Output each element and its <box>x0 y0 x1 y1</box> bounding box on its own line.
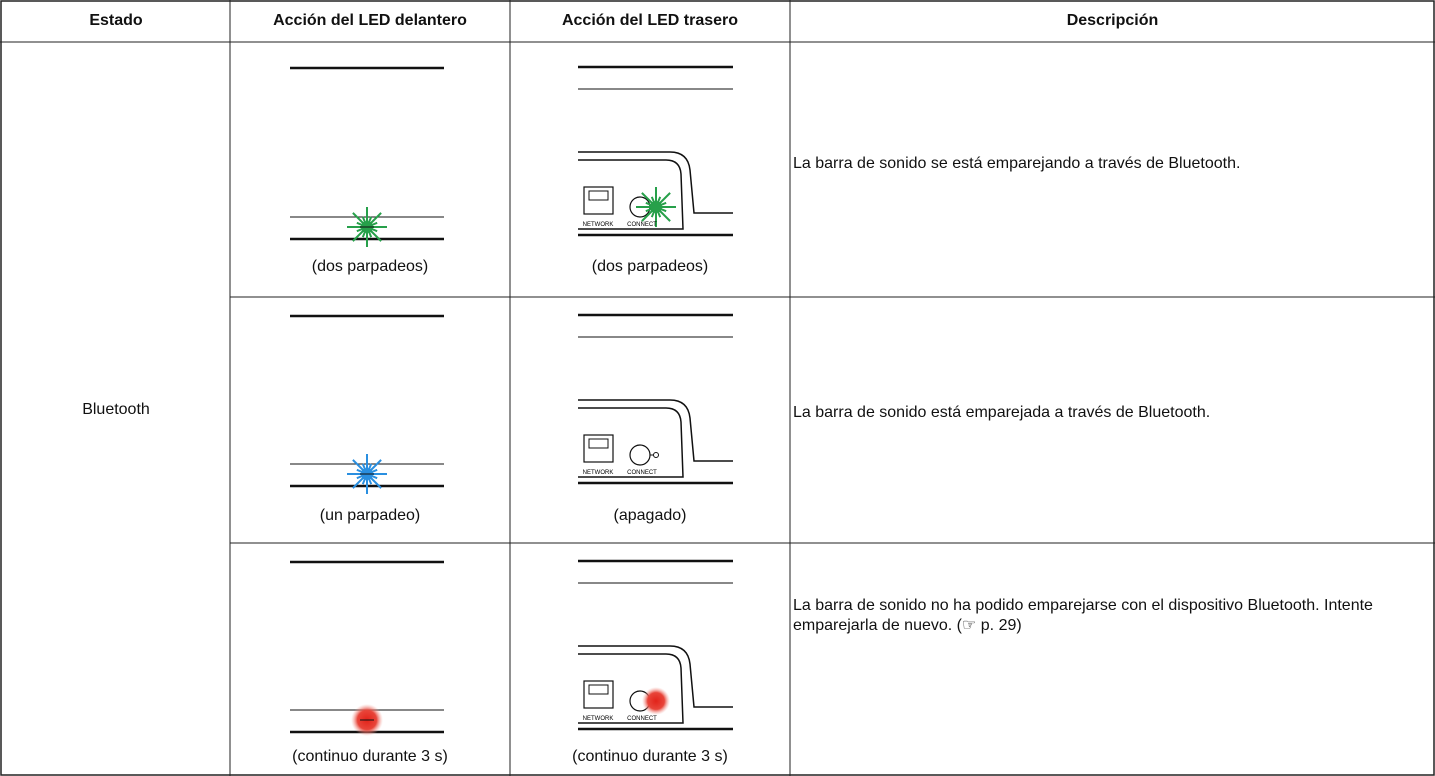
device-label: NETWORK <box>583 716 614 722</box>
device-outline <box>578 645 733 724</box>
device-label: NETWORK <box>583 470 614 476</box>
front-caption: (dos parpadeos) <box>311 258 429 275</box>
header-cell: Acción del LED delantero <box>273 12 467 29</box>
front-caption: (continuo durante 3 s) <box>292 748 448 765</box>
network-port-inner <box>588 684 609 695</box>
rear-caption: (dos parpadeos) <box>591 258 709 275</box>
network-port-inner <box>588 438 609 449</box>
description: La barra de sonido está emparejada a tra… <box>793 404 1211 421</box>
led <box>650 201 662 213</box>
header-cell: Descripción <box>1066 12 1159 29</box>
connect-button <box>629 444 651 466</box>
rear-caption: (continuo durante 3 s) <box>572 748 728 765</box>
led <box>642 687 670 715</box>
network-port-inner <box>588 190 609 201</box>
device-label: NETWORK <box>583 222 614 228</box>
description: La barra de sonido se está emparejando a… <box>793 155 1241 172</box>
device-label: CONNECT <box>627 222 657 228</box>
device-label: CONNECT <box>627 716 657 722</box>
header-cell: Estado <box>89 12 143 29</box>
device-outline <box>578 399 733 478</box>
device-label: CONNECT <box>627 470 657 476</box>
description: La barra de sonido no ha podido empareja… <box>793 597 1373 634</box>
state-cell: Bluetooth <box>82 401 150 418</box>
device-outline <box>578 151 733 230</box>
front-caption: (un parpadeo) <box>319 507 421 524</box>
connect-led <box>653 452 659 458</box>
header-cell: Acción del LED trasero <box>561 12 739 29</box>
rear-caption: (apagado) <box>613 507 687 524</box>
